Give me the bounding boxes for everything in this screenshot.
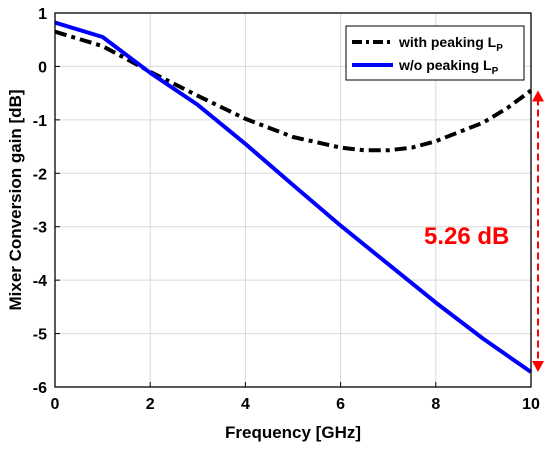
legend-box xyxy=(345,25,525,81)
annotation-arrow-head-top xyxy=(532,90,544,102)
y-tick-label: -4 xyxy=(33,273,47,290)
x-tick-label: 8 xyxy=(431,396,440,413)
y-tick-label: -1 xyxy=(33,113,47,130)
annotation-label: 5.26 dB xyxy=(424,223,509,250)
y-axis-title: Mixer Conversion gain [dB] xyxy=(6,89,25,310)
annotation-arrow-head-bottom xyxy=(532,361,544,373)
y-axis-ticks: 1 0 -1 -2 -3 -4 -5 -6 xyxy=(33,6,60,397)
y-tick-label: -3 xyxy=(33,220,47,237)
y-tick-label: 0 xyxy=(38,59,47,76)
x-tick-label: 4 xyxy=(241,396,250,413)
series-lines xyxy=(54,20,533,374)
x-tick-label: 0 xyxy=(51,396,60,413)
x-axis-ticks: 0 2 4 6 8 10 xyxy=(51,382,540,413)
legend: with peaking LP w/o peaking LP xyxy=(345,25,525,81)
y-tick-label: 1 xyxy=(38,6,47,23)
y-tick-label: -5 xyxy=(33,327,47,344)
x-tick-label: 2 xyxy=(146,396,155,413)
annotation: 5.26 dB xyxy=(424,90,544,373)
plot-frame xyxy=(54,12,532,388)
y-tick-label: -6 xyxy=(33,380,47,397)
y-tick-label: -2 xyxy=(33,166,47,183)
legend-label: with peaking LP xyxy=(398,34,503,54)
x-tick-label: 10 xyxy=(522,396,540,413)
x-tick-label: 6 xyxy=(336,396,345,413)
series-line-without-peaking xyxy=(54,20,533,374)
legend-label: w/o peaking LP xyxy=(398,57,499,77)
x-axis-title: Frequency [GHz] xyxy=(225,423,361,442)
